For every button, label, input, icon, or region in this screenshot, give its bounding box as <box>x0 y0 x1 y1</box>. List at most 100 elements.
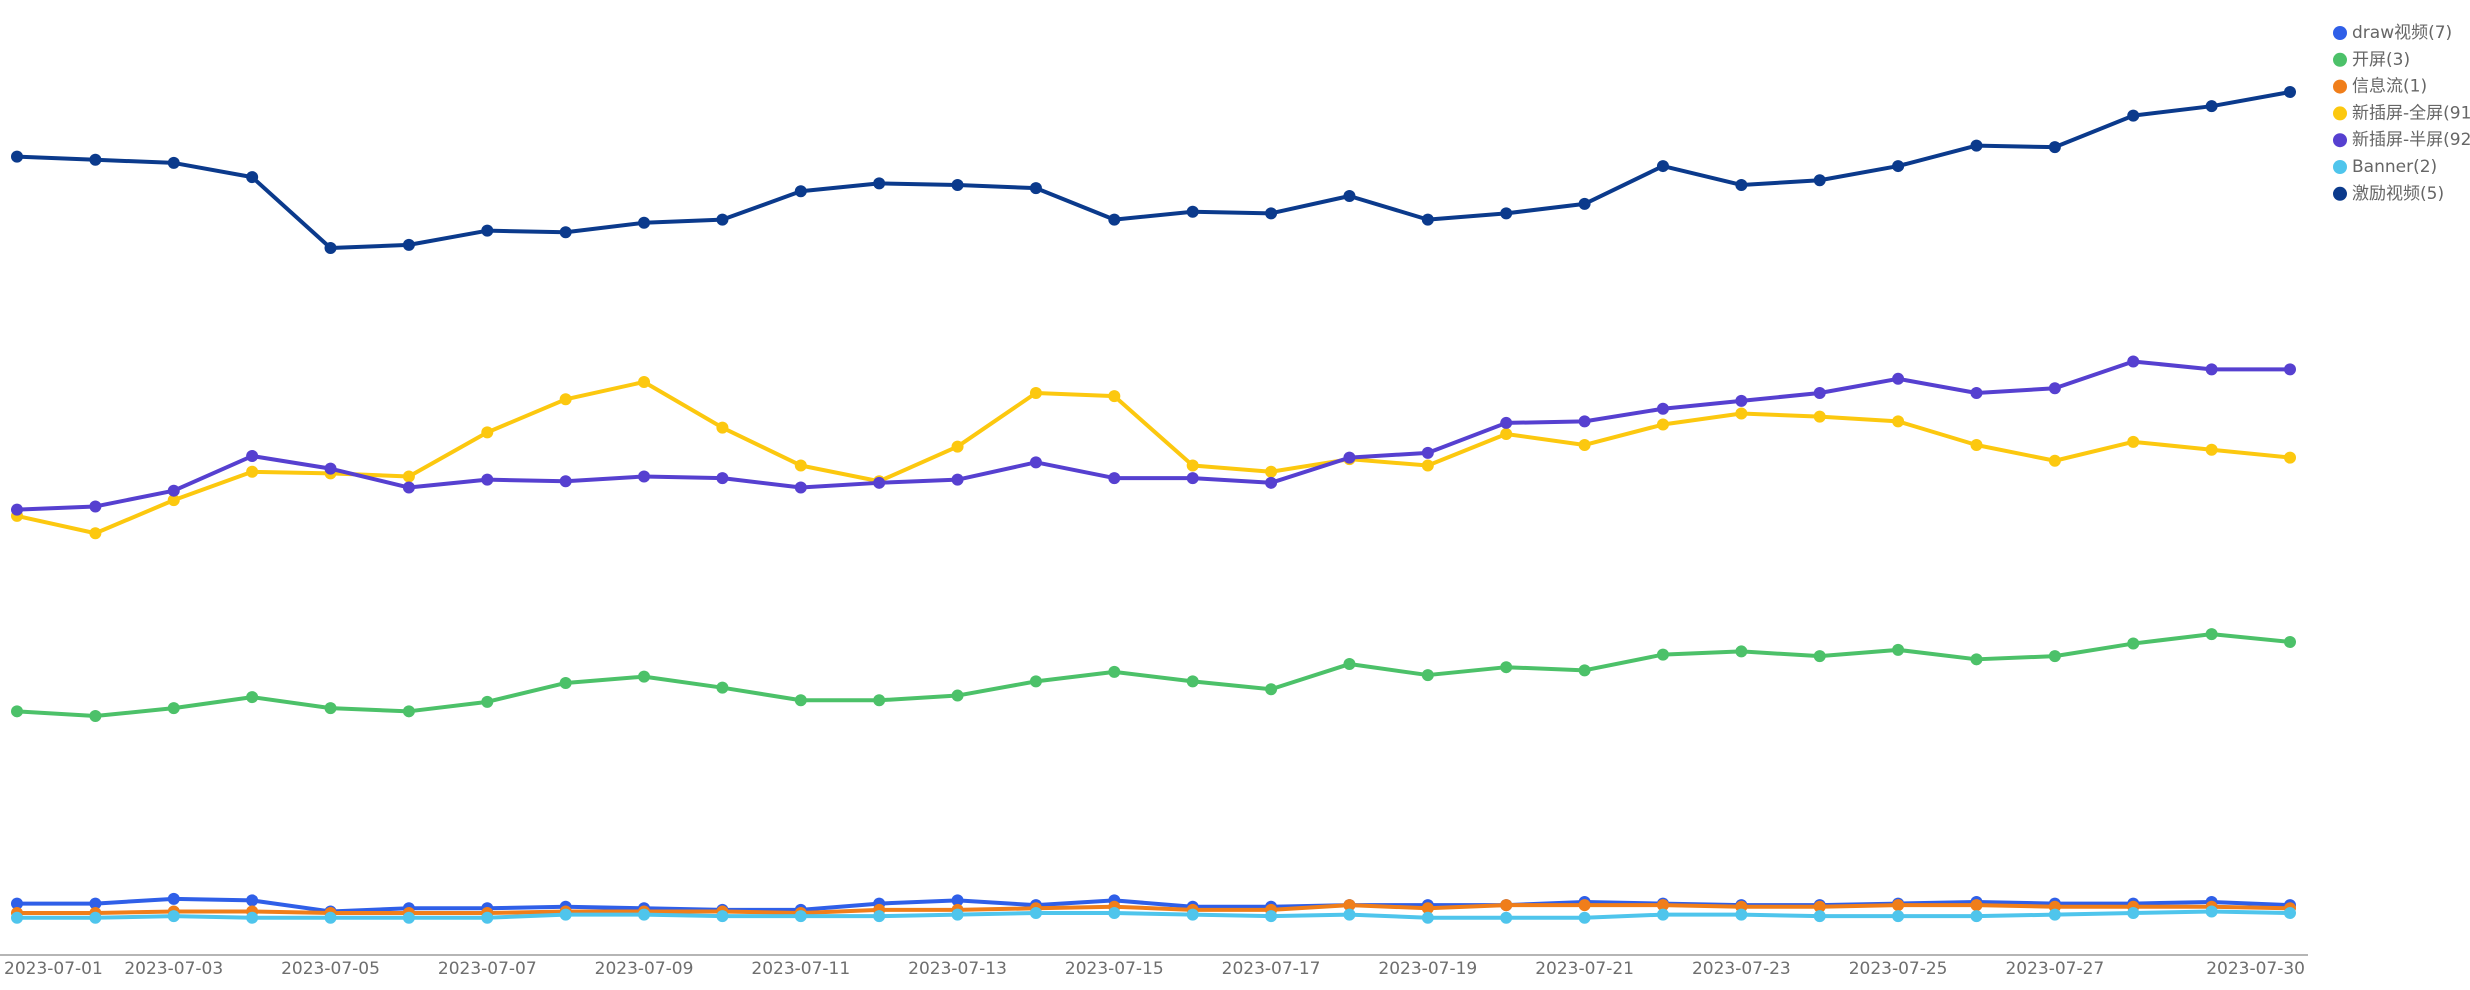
point <box>1813 910 1826 923</box>
point <box>1108 907 1121 920</box>
point <box>1500 911 1513 924</box>
point <box>1421 902 1434 915</box>
x-tick-label: 2023-07-19 <box>1378 959 1477 979</box>
point <box>1578 899 1591 912</box>
point <box>481 473 494 486</box>
point <box>1656 160 1669 173</box>
point <box>2205 905 2218 918</box>
x-tick-label: 2023-07-05 <box>281 959 380 979</box>
series <box>11 628 2296 723</box>
point <box>167 156 180 169</box>
point <box>1892 415 1905 428</box>
point <box>246 691 259 704</box>
point <box>1421 459 1434 472</box>
series <box>11 375 2296 540</box>
point <box>559 908 572 921</box>
line <box>17 903 2291 916</box>
point <box>1578 415 1591 428</box>
point <box>951 689 964 702</box>
x-tick-label: 2023-07-21 <box>1535 959 1634 979</box>
point <box>794 459 807 472</box>
point <box>167 910 180 923</box>
point <box>1892 372 1905 385</box>
point <box>2205 100 2218 113</box>
x-tick-label: 2023-07-13 <box>908 959 1007 979</box>
point <box>2048 650 2061 663</box>
x-tick-label: 2023-07-09 <box>595 959 694 979</box>
point <box>167 702 180 715</box>
legend-label: 新插屏-全屏(91) <box>2352 103 2470 123</box>
point <box>1813 900 1826 913</box>
point <box>89 153 102 166</box>
point <box>2127 355 2140 368</box>
x-tick-label: 2023-07-25 <box>1849 959 1948 979</box>
point <box>11 911 23 924</box>
legend-label: Banner(2) <box>2352 157 2437 177</box>
point <box>559 393 572 406</box>
point <box>402 470 415 483</box>
point <box>1813 386 1826 399</box>
point <box>1186 205 1199 218</box>
point <box>794 481 807 494</box>
legend-swatch <box>2333 186 2347 201</box>
point <box>246 171 259 184</box>
point <box>11 150 23 163</box>
point <box>1892 643 1905 656</box>
point <box>2205 628 2218 641</box>
point <box>638 470 651 483</box>
point <box>1265 910 1278 923</box>
point <box>11 705 23 718</box>
legend-swatch <box>2333 26 2347 40</box>
point <box>1029 386 1042 399</box>
point <box>1108 472 1121 485</box>
x-tick-label: 2023-07-07 <box>438 959 537 979</box>
point <box>246 450 259 463</box>
point <box>11 897 23 910</box>
point <box>1343 908 1356 921</box>
legend-label: draw视频(7) <box>2352 23 2452 43</box>
point <box>246 465 259 478</box>
point <box>873 910 886 923</box>
point <box>89 911 102 924</box>
x-tick-label: 2023-07-17 <box>1222 959 1321 979</box>
point <box>89 500 102 513</box>
series <box>11 905 2296 924</box>
line <box>16 379 2291 536</box>
point <box>1970 653 1983 666</box>
point <box>1970 899 1983 912</box>
point <box>1029 675 1042 688</box>
point <box>1892 899 1905 912</box>
line <box>16 632 2291 719</box>
point <box>873 694 886 707</box>
point <box>1813 410 1826 423</box>
point <box>1029 907 1042 920</box>
legend-label: 激励视频(5) <box>2352 184 2444 204</box>
point <box>1735 645 1748 658</box>
point <box>716 213 729 226</box>
point <box>1265 476 1278 489</box>
point <box>1892 910 1905 923</box>
point <box>1029 182 1042 195</box>
point <box>324 911 337 924</box>
point <box>481 224 494 237</box>
point <box>951 440 964 453</box>
point <box>324 242 337 255</box>
point <box>1186 472 1199 485</box>
point <box>1421 911 1434 924</box>
point <box>559 676 572 689</box>
point <box>873 476 886 489</box>
point <box>89 897 102 910</box>
point <box>1970 139 1983 152</box>
point <box>1421 213 1434 226</box>
point <box>1343 451 1356 464</box>
x-tick-label: 2023-07-30 <box>2206 959 2305 979</box>
point <box>1656 908 1669 921</box>
point <box>1186 459 1199 472</box>
point <box>1500 899 1513 912</box>
point <box>1578 197 1591 210</box>
x-tick-label: 2023-07-03 <box>124 959 223 979</box>
legend-swatch <box>2333 52 2347 67</box>
point <box>1656 899 1669 912</box>
point <box>1813 174 1826 187</box>
